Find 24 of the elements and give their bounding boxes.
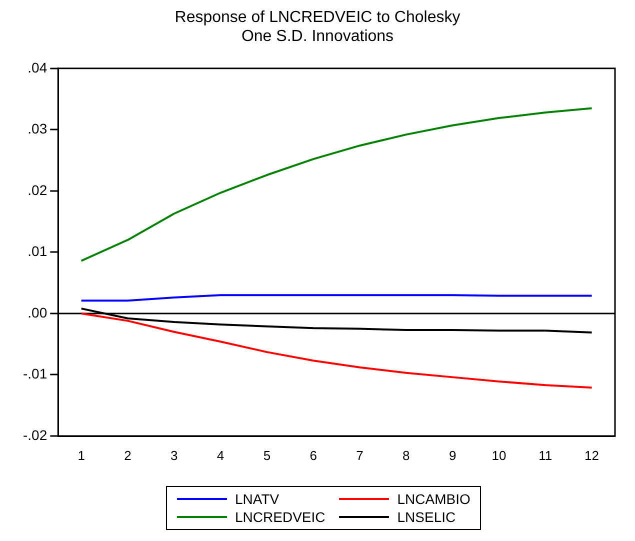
legend-label: LNCREDVEIC: [235, 509, 326, 525]
legend-label: LNCAMBIO: [397, 491, 470, 507]
y-tick-label: .03: [28, 120, 48, 137]
legend-label: LNATV: [235, 491, 280, 507]
x-tick-label: 7: [356, 448, 364, 464]
y-tick-label: -.01: [23, 366, 48, 382]
x-tick-label: 9: [448, 448, 456, 464]
x-tick-label: 12: [584, 448, 600, 464]
x-tick-label: 4: [216, 448, 224, 464]
y-tick-label: .00: [28, 304, 48, 320]
y-tick-label: .02: [28, 182, 48, 198]
y-tick-label: .04: [28, 59, 48, 76]
x-tick-label: 10: [492, 448, 506, 464]
x-tick-label: 2: [124, 448, 132, 464]
x-tick-label: 3: [170, 448, 178, 464]
chart-title: Response of LNCREDVEIC to Cholesky One S.D. Innovations: [174, 9, 460, 46]
x-tick-label: 6: [310, 448, 317, 464]
x-tick-label: 11: [538, 448, 552, 464]
x-tick-label: 8: [402, 448, 410, 464]
x-tick-label: 1: [78, 448, 85, 464]
x-tick-label: 5: [263, 448, 271, 464]
y-tick-label: -.02: [23, 426, 48, 443]
legend-label: LNSELIC: [397, 509, 456, 525]
y-tick-label: .01: [28, 243, 48, 260]
